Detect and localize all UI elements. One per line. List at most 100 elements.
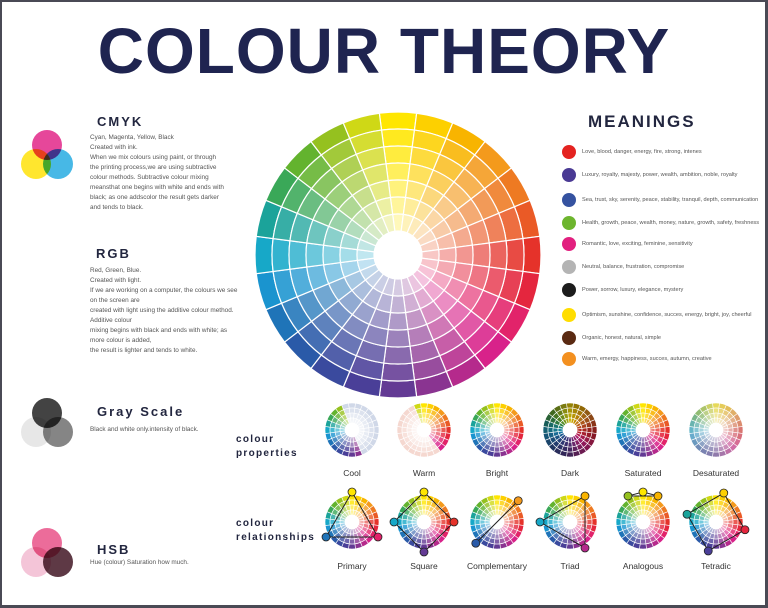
relationship-wheel-triad-segment <box>591 518 598 526</box>
property-wheel-cool-segment <box>348 451 356 458</box>
property-wheel-saturated-segment <box>620 426 627 434</box>
heading-line: properties <box>236 448 298 459</box>
main-color-wheel-segment <box>383 145 413 165</box>
property-wheel-bright-segment <box>493 446 501 453</box>
relationship-marker <box>419 487 429 497</box>
relationship-wheel-tetradic-segment <box>712 538 720 545</box>
hsb-description: Hue (colour) Saturation how much. <box>90 558 250 568</box>
property-wheel-bright-segment <box>513 426 520 434</box>
relationship-wheel-square-segment <box>420 538 428 545</box>
property-wheel-desaturated-center <box>709 423 723 437</box>
meaning-text: Sea, trust, sky, serenity, peace, stabil… <box>582 197 759 203</box>
property-wheel-dark-segment <box>547 426 554 434</box>
property-wheel-saturated-segment <box>615 426 622 434</box>
relationships-label-primary: Primary <box>337 561 367 571</box>
property-wheel-warm-segment <box>401 426 408 434</box>
venn-circle <box>43 417 73 447</box>
relationship-wheel-square-center <box>417 515 431 529</box>
meaning-item: Health, growth, peace, wealth, money, na… <box>562 216 762 230</box>
relationship-wheel-tetradic-center <box>709 515 723 529</box>
meaning-item: Romantic, love, exciting, feminine, sens… <box>562 237 762 251</box>
relationship-wheel-complementary-segment <box>493 494 501 501</box>
colour-relationships-heading: colour relationships <box>236 517 315 545</box>
property-wheel-warm-segment <box>420 451 428 458</box>
description-line: the result is lighter and tends to white… <box>90 347 198 354</box>
relationship-marker <box>623 491 633 501</box>
property-wheel-warm-segment <box>445 426 452 434</box>
venn-circle <box>21 547 51 577</box>
relationship-wheel-analogous-center <box>636 515 650 529</box>
property-wheel-dark-segment <box>591 426 598 434</box>
description-line: more colour is added, <box>90 337 152 344</box>
relationship-wheel-triad-segment <box>547 518 554 526</box>
property-wheel-saturated-segment <box>664 426 671 434</box>
description-line: on the screen are <box>90 297 140 304</box>
page-title: COLOUR THEORY <box>97 15 671 87</box>
property-wheel-dark-segment <box>586 426 593 434</box>
main-color-wheel-segment <box>488 240 508 270</box>
meaning-text: Love, blood, danger, energy, fire, stron… <box>582 149 702 155</box>
main-color-wheel-segment <box>322 244 342 266</box>
meaning-item: Warm, emergy, happiness, succes, autumn,… <box>562 352 762 366</box>
venn-circle <box>43 149 73 179</box>
color-swatch <box>562 237 576 251</box>
properties-label-desaturated: Desaturated <box>692 468 740 478</box>
description-line: Additive colour <box>90 317 132 324</box>
relationships-label-complementary: Complementary <box>467 561 527 571</box>
grayscale-description: Black and white only.intensity of black. <box>90 425 250 435</box>
property-wheel-warm-segment <box>420 407 428 414</box>
relationships-label-analogous: Analogous <box>622 561 664 571</box>
color-swatch <box>562 308 576 322</box>
main-color-wheel-segment <box>305 242 325 268</box>
relationship-marker <box>580 543 590 553</box>
property-wheel-desaturated-segment <box>732 426 739 434</box>
relationship-marker <box>580 491 590 501</box>
property-wheel-desaturated-segment <box>712 407 720 414</box>
relationship-wheel-square-segment <box>420 499 428 506</box>
property-wheel-desaturated-segment <box>688 426 695 434</box>
property-wheel-bright-segment <box>493 402 501 409</box>
main-color-wheel-segment <box>383 345 413 365</box>
relationship-marker <box>535 517 545 527</box>
relationship-marker <box>347 487 357 497</box>
relationship-wheel-primary-segment <box>348 543 356 550</box>
property-wheel-cool-segment <box>348 407 356 414</box>
property-wheel-cool-center <box>345 423 359 437</box>
description-line: Red, Green, Blue. <box>90 267 142 274</box>
meaning-item: Sea, trust, sky, serenity, peace, stabil… <box>562 193 762 207</box>
property-wheel-dark-segment <box>566 402 574 409</box>
description-line: colour methods. Subtractive colour mixin… <box>90 174 209 181</box>
color-swatch <box>562 283 576 297</box>
meaning-text: Organic, honest, natural, simple <box>582 335 661 341</box>
property-wheel-cool-segment <box>348 446 356 453</box>
description-line: Created with light. <box>90 277 142 284</box>
description-line: Created with ink. <box>90 144 138 151</box>
relationship-marker <box>719 488 729 498</box>
property-wheel-dark-segment <box>542 426 549 434</box>
property-wheel-saturated-center <box>636 423 650 437</box>
relationship-wheel-complementary-segment <box>513 518 520 526</box>
main-color-wheel-segment <box>385 162 411 182</box>
main-color-wheel-segment <box>380 362 416 382</box>
meaning-text: Romantic, love, exciting, feminine, sens… <box>582 241 693 247</box>
main-color-wheel-segment <box>454 244 474 266</box>
relationship-wheel-analogous-segment <box>639 543 647 550</box>
relationship-wheel-square-segment <box>401 518 408 526</box>
property-wheel-cool-segment <box>373 426 380 434</box>
description-line: Hue (colour) Saturation how much. <box>90 559 189 566</box>
property-wheel-warm-segment <box>440 426 447 434</box>
relationship-wheel-primary-center <box>345 515 359 529</box>
relationship-wheel-primary-segment <box>373 518 380 526</box>
color-swatch <box>562 260 576 274</box>
relationships-label-tetradic: Tetradic <box>701 561 731 571</box>
relationships-label-triad: Triad <box>560 561 580 571</box>
property-wheel-warm-segment <box>420 402 428 409</box>
property-wheel-desaturated-segment <box>712 402 720 409</box>
grayscale-heading: Gray Scale <box>97 404 185 419</box>
relationship-wheel-primary-segment <box>324 518 331 526</box>
color-swatch <box>562 331 576 345</box>
venn-circle <box>21 288 51 318</box>
property-wheel-cool-segment <box>329 426 336 434</box>
property-wheel-desaturated-segment <box>712 451 720 458</box>
